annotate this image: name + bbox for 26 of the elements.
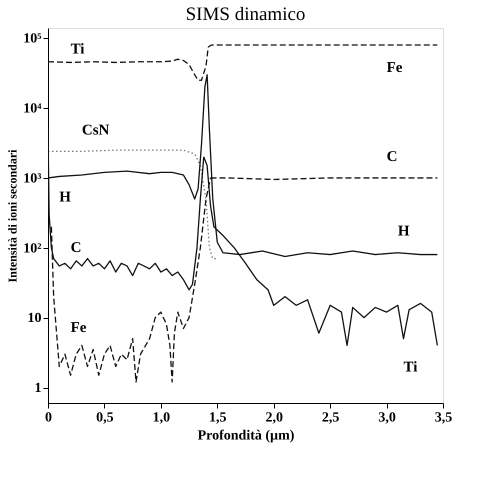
x-tick-label: 3,0 xyxy=(378,410,396,426)
series-label: C xyxy=(386,148,398,165)
y-tick-label: 10 xyxy=(28,311,42,326)
x-axis-title: Profondità (µm) xyxy=(198,428,295,444)
y-tick-label: 10³ xyxy=(23,171,42,186)
series-label: C xyxy=(70,240,82,256)
x-tick-label: 2,5 xyxy=(322,410,340,426)
x-tick-label: 1,5 xyxy=(209,410,227,426)
series-label: H xyxy=(59,189,72,206)
x-tick-label: 2,0 xyxy=(265,410,283,426)
series-label: Ti xyxy=(70,41,84,58)
series-label: Ti xyxy=(404,360,418,376)
y-tick-label: 10² xyxy=(23,241,42,256)
series-label: Fe xyxy=(386,60,403,76)
series-label: CsN xyxy=(82,122,110,138)
x-tick-label: 0 xyxy=(45,410,52,426)
text: H xyxy=(398,224,410,240)
x-tick-label: 0,5 xyxy=(96,410,114,426)
y-axis-title: Intensità di ioni secondari xyxy=(5,148,20,283)
chart-title: SIMS dinamico xyxy=(186,4,306,25)
y-tick-label: 10⁴ xyxy=(23,102,42,117)
y-tick-label: 10⁵ xyxy=(23,32,42,47)
x-tick-label: 3,5 xyxy=(434,410,452,426)
y-tick-label: 1 xyxy=(34,381,42,396)
x-tick-label: 1,0 xyxy=(152,410,170,426)
series-label: Fe xyxy=(70,320,87,336)
